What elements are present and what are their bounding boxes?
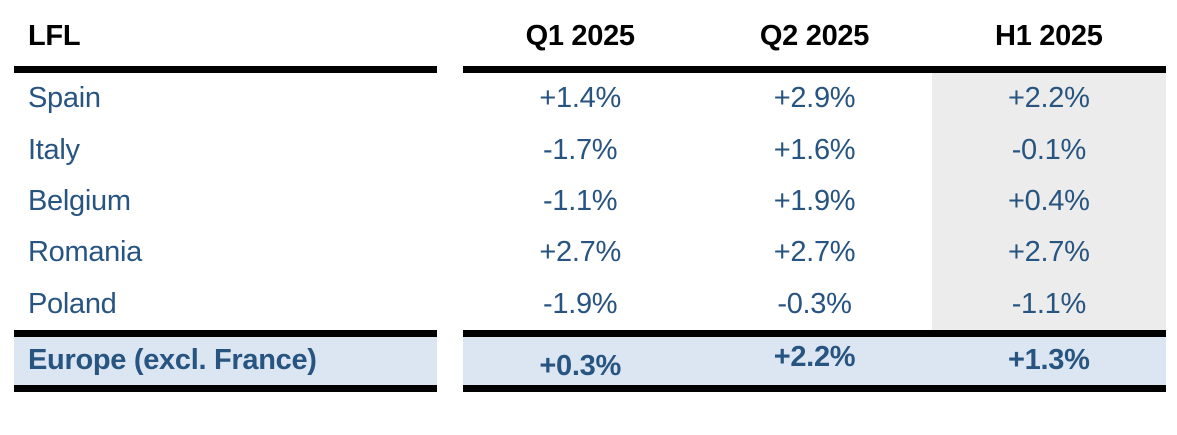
table-row-spain: Spain +1.4% +2.9% +2.2% [14,73,1177,125]
header-rule [14,66,1177,73]
q1-value: +2.7% [539,236,621,269]
q2-value: +1.9% [773,184,856,217]
q1-value: -1.1% [543,184,618,217]
row-label: Italy [28,133,80,166]
table-row-romania: Romania +2.7% +2.7% +2.7% [14,227,1177,279]
column-header-h1-2025: H1 2025 [995,19,1103,52]
table-title: LFL [28,19,81,52]
q1-value: +1.4% [539,82,621,115]
q2-value: +1.6% [773,133,856,166]
column-gap [437,124,463,175]
column-gap [437,227,463,278]
h1-value: +2.7% [931,227,1166,279]
table-total-row: Europe (excl. France) +0.3% +2.2% +1.3% [14,329,1177,392]
total-h1-value: +1.3% [1008,344,1090,377]
header-rule-gap [437,66,463,73]
q2-value: -0.3% [777,287,852,320]
column-header-q1-2025: Q1 2025 [525,19,635,52]
table-row-italy: Italy -1.7% +1.6% -0.1% [14,124,1177,176]
column-gap [437,73,463,124]
column-header-q2-2025: Q2 2025 [759,19,870,52]
row-label: Poland [28,287,117,320]
header-rule-right-segment [463,66,1166,73]
h1-value: +2.2% [931,73,1166,125]
column-gap [437,176,463,227]
total-row-values: +0.3% +2.2% +1.3% [463,329,1166,392]
row-label: Spain [28,82,101,115]
q2-value: +2.9% [773,82,856,115]
h1-value: -1.1% [931,278,1166,330]
h1-value: +0.4% [931,175,1166,228]
total-row-label: Europe (excl. France) [14,329,437,392]
q1-value: -1.7% [543,133,618,166]
column-gap [437,330,463,392]
total-q2-value: +2.2% [773,341,856,374]
header-rule-left-segment [14,66,437,73]
h1-value: -0.1% [931,124,1166,176]
total-q1-value: +0.3% [539,350,621,383]
column-gap [437,279,463,330]
row-label: Romania [28,236,142,269]
row-label: Belgium [28,184,131,217]
table-row-poland: Poland -1.9% -0.3% -1.1% [14,278,1177,330]
table-header-row: LFL Q1 2025 Q2 2025 H1 2025 [14,0,1177,66]
q2-value: +2.7% [773,236,856,269]
q1-value: -1.9% [543,287,618,320]
table-row-belgium: Belgium -1.1% +1.9% +0.4% [14,175,1177,228]
